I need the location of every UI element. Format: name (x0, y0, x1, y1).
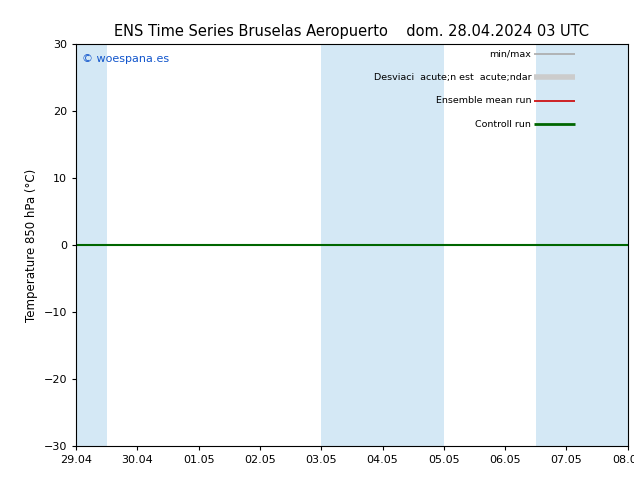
Bar (321, 44, 444, 446)
Y-axis label: Temperature 850 hPa (°C): Temperature 850 hPa (°C) (25, 169, 38, 321)
Text: min/max: min/max (489, 49, 531, 59)
Text: © woespana.es: © woespana.es (82, 54, 169, 64)
Title: ENS Time Series Bruselas Aeropuerto    dom. 28.04.2024 03 UTC: ENS Time Series Bruselas Aeropuerto dom.… (114, 24, 590, 39)
Bar (46, 44, 107, 446)
Text: Ensemble mean run: Ensemble mean run (436, 96, 531, 105)
Text: Controll run: Controll run (476, 120, 531, 128)
Bar (536, 44, 634, 446)
Text: Desviaci  acute;n est  acute;ndar: Desviaci acute;n est acute;ndar (373, 73, 531, 82)
